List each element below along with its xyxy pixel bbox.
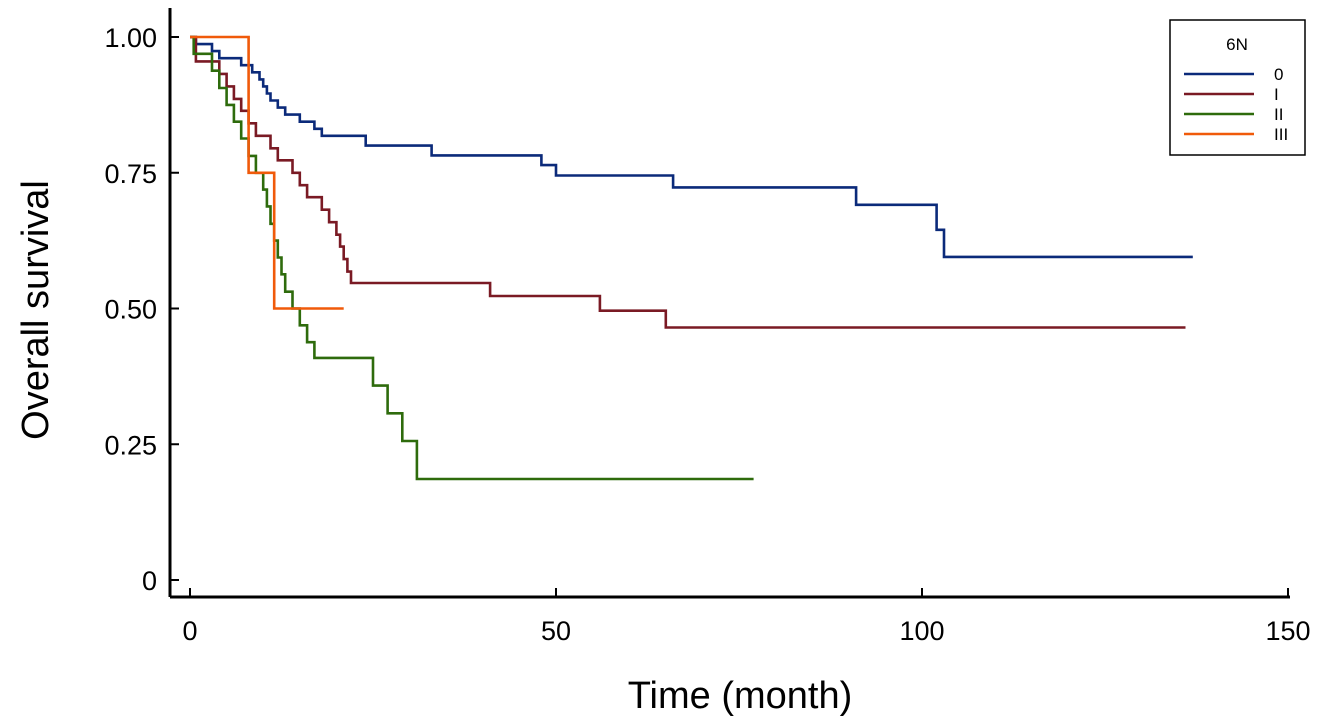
y-tick-label: 0.50: [104, 295, 157, 325]
series-line-III: [190, 35, 344, 310]
axes: 0 50 100 150 0 0.25 0.50 0.75 1.00: [104, 8, 1311, 646]
x-axis-ticks: 0 50 100 150: [182, 588, 1311, 646]
x-tick-label: 150: [1265, 616, 1310, 646]
legend-label-I: I: [1274, 85, 1279, 104]
legend-label-II: II: [1274, 105, 1283, 124]
y-tick-label: 0.25: [104, 430, 157, 460]
survival-curves: [190, 35, 1193, 481]
x-tick-label: 50: [541, 616, 571, 646]
y-axis-ticks: 0 0.25 0.50 0.75 1.00: [104, 23, 179, 596]
y-tick-label: 0: [142, 566, 157, 596]
y-tick-label: 1.00: [104, 23, 157, 53]
y-axis-title: Overall survival: [15, 180, 57, 440]
x-tick-label: 0: [182, 616, 197, 646]
legend-title: 6N: [1226, 35, 1248, 54]
series-line-I: [190, 35, 1186, 329]
x-tick-label: 100: [899, 616, 944, 646]
x-axis-title: Time (month): [628, 675, 853, 717]
legend-label-III: III: [1274, 125, 1288, 144]
legend-box: [1169, 19, 1306, 156]
y-tick-label: 0.75: [104, 159, 157, 189]
legend-label-0: 0: [1274, 65, 1283, 84]
series-line-0: [190, 35, 1193, 259]
